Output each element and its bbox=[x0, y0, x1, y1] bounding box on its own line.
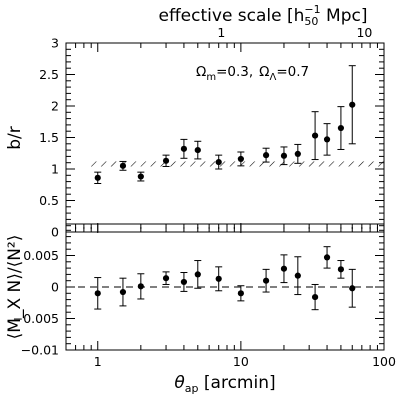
top-data-point bbox=[94, 174, 101, 181]
bottom-data-point bbox=[94, 290, 101, 297]
top-ytick-label: 1 bbox=[51, 162, 59, 177]
bottom-panel-ticks bbox=[65, 223, 385, 351]
top-data-point bbox=[311, 132, 319, 139]
top-data-point bbox=[237, 155, 244, 163]
top-axis-title-sup: −1 bbox=[304, 3, 320, 16]
top-ytick-label: 2 bbox=[51, 99, 59, 114]
top-ytick-label: 0.5 bbox=[39, 193, 59, 208]
top-data-point bbox=[280, 152, 288, 159]
top-data-point bbox=[180, 145, 188, 152]
bottom-xtick-label: 1 bbox=[94, 354, 102, 369]
bottom-data-point bbox=[119, 288, 127, 296]
top-ytick-label: 2.5 bbox=[39, 67, 59, 82]
bottom-panel: −0.01 −0.005 0 0.005 1 10 100 ⟨M_X N⟩/⟨N²⟩ θa… bbox=[5, 223, 396, 395]
bottom-data-point bbox=[215, 275, 222, 282]
top-data-point bbox=[262, 152, 270, 159]
hatched-band bbox=[87, 161, 385, 167]
omega-l-sub: Λ bbox=[269, 72, 276, 83]
bottom-data-point bbox=[337, 266, 345, 273]
bottom-data-point bbox=[323, 254, 331, 261]
bottom-ytick-label: 0 bbox=[51, 280, 59, 295]
bottom-y-tick-labels: −0.01 −0.005 0 0.005 bbox=[13, 248, 59, 358]
top-x-tick-labels: 1 10 bbox=[217, 25, 372, 40]
bottom-data-point bbox=[180, 278, 188, 286]
top-data-point bbox=[337, 124, 345, 132]
bottom-x-tick-labels: 1 10 100 bbox=[94, 354, 396, 369]
bottom-data-point bbox=[294, 272, 301, 279]
top-data-point bbox=[323, 136, 331, 143]
bottom-data-point bbox=[262, 277, 270, 284]
top-ytick-label: 1.5 bbox=[39, 130, 59, 145]
top-y-axis-title: b/r bbox=[5, 126, 25, 150]
top-xtick-label: 10 bbox=[356, 25, 372, 40]
bottom-ytick-label: 0.005 bbox=[23, 248, 59, 263]
bottom-data-point bbox=[194, 271, 201, 278]
top-xtick-label: 1 bbox=[217, 25, 225, 40]
bottom-panel-points bbox=[94, 246, 356, 311]
top-data-point bbox=[215, 158, 222, 166]
bottom-data-point bbox=[311, 293, 319, 301]
cosmology-annotation: Ωm=0.3, ΩΛ=0.7 bbox=[196, 64, 309, 83]
bottom-ytick-label: −0.005 bbox=[13, 311, 59, 326]
bottom-x-axis-title: θap [arcmin] bbox=[174, 373, 275, 395]
top-data-point bbox=[162, 157, 170, 164]
top-ytick-label: 3 bbox=[51, 36, 59, 51]
top-axis-title: effective scale [h50−1 Mpc] bbox=[159, 3, 368, 28]
top-ytick-label: 0 bbox=[51, 225, 59, 240]
top-data-point bbox=[349, 101, 356, 108]
omega-m-sub: m bbox=[206, 72, 216, 83]
bottom-data-point bbox=[137, 283, 144, 290]
bottom-data-point bbox=[237, 290, 244, 297]
top-data-point bbox=[137, 173, 144, 180]
bottom-xtick-label: 100 bbox=[372, 354, 396, 369]
top-panel-points bbox=[94, 65, 356, 184]
top-panel-ticks bbox=[65, 42, 385, 233]
bottom-data-point bbox=[162, 275, 170, 282]
top-data-point bbox=[119, 162, 127, 169]
x-axis-title-sub: ap bbox=[185, 382, 199, 395]
bottom-ytick-label: −0.01 bbox=[21, 343, 59, 358]
bottom-data-point bbox=[280, 265, 288, 272]
bottom-xtick-label: 10 bbox=[233, 354, 249, 369]
top-data-point bbox=[194, 147, 201, 154]
top-y-tick-labels: 0 0.5 1 1.5 2 2.5 3 bbox=[39, 36, 59, 240]
top-data-point bbox=[294, 150, 301, 157]
top-axis-title-sub: 50 bbox=[304, 15, 318, 28]
bottom-data-point bbox=[349, 285, 356, 292]
top-panel: 0 0.5 1 1.5 2 2.5 3 1 10 Ωm=0.3, ΩΛ=0.7 b/r bbox=[5, 25, 385, 240]
bottom-y-axis-title: ⟨M_X N⟩/⟨N²⟩ bbox=[5, 235, 25, 340]
